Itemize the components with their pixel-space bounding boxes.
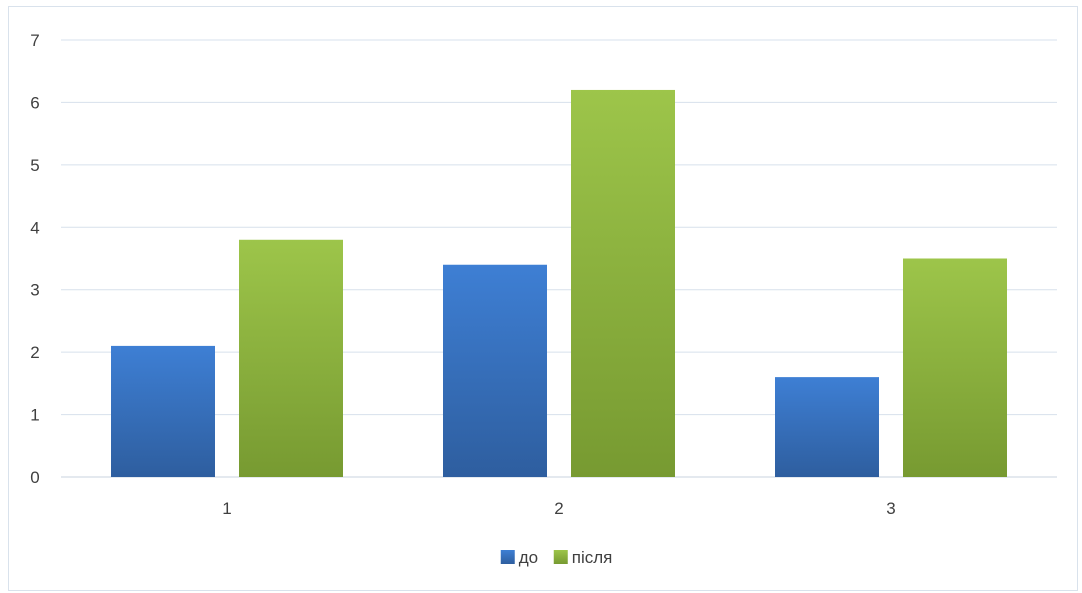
x-tick-label: 2 — [554, 499, 563, 518]
legend-swatch — [500, 550, 515, 564]
y-tick-label: 4 — [30, 218, 39, 237]
gridlines — [61, 39, 1057, 478]
y-tick-label: 6 — [30, 93, 39, 112]
chart-frame: 0 1 2 3 4 5 6 7 1 2 3 до після — [8, 6, 1078, 591]
y-tick-label: 3 — [30, 281, 39, 300]
legend-swatch — [553, 550, 568, 564]
y-tick-label: 5 — [30, 156, 39, 175]
bars — [111, 89, 1007, 477]
y-tick-label: 0 — [30, 468, 39, 487]
x-tick-label: 3 — [886, 499, 895, 518]
x-tick-label: 1 — [222, 499, 231, 518]
y-tick-label: 7 — [30, 31, 39, 50]
x-axis-ticks: 1 2 3 — [222, 499, 895, 518]
legend-label: після — [572, 548, 613, 567]
bar-до-2 — [443, 264, 547, 477]
bar-після-1 — [239, 239, 343, 477]
bar-до-3 — [775, 377, 879, 477]
y-axis-ticks: 0 1 2 3 4 5 6 7 — [30, 31, 39, 487]
bar-chart: 0 1 2 3 4 5 6 7 1 2 3 до після — [30, 31, 1057, 567]
y-tick-label: 1 — [30, 406, 39, 425]
bar-після-2 — [571, 89, 675, 477]
legend: до після — [500, 548, 613, 567]
bar-до-1 — [111, 345, 215, 477]
legend-label: до — [519, 548, 538, 567]
y-tick-label: 2 — [30, 343, 39, 362]
bar-після-3 — [903, 258, 1007, 477]
